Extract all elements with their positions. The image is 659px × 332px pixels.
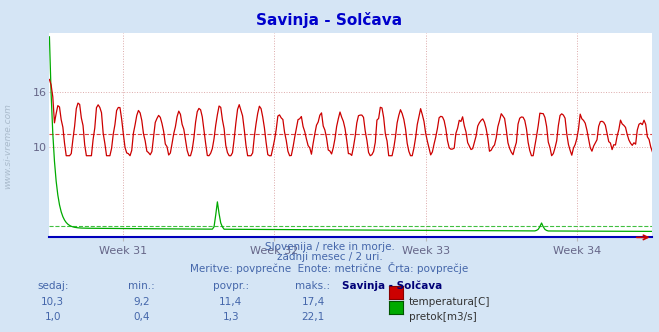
Text: 17,4: 17,4: [301, 297, 325, 307]
Text: 1,0: 1,0: [44, 312, 61, 322]
Text: 22,1: 22,1: [301, 312, 325, 322]
Text: maks.:: maks.:: [295, 281, 331, 290]
Text: 1,3: 1,3: [222, 312, 239, 322]
Text: pretok[m3/s]: pretok[m3/s]: [409, 312, 476, 322]
Text: 0,4: 0,4: [133, 312, 150, 322]
Text: Savinja - Solčava: Savinja - Solčava: [342, 281, 442, 291]
Text: 10,3: 10,3: [41, 297, 65, 307]
Text: zadnji mesec / 2 uri.: zadnji mesec / 2 uri.: [277, 252, 382, 262]
Text: Savinja - Solčava: Savinja - Solčava: [256, 12, 403, 28]
Text: min.:: min.:: [129, 281, 155, 290]
Text: 11,4: 11,4: [219, 297, 243, 307]
Text: 9,2: 9,2: [133, 297, 150, 307]
Text: Meritve: povprečne  Enote: metrične  Črta: povprečje: Meritve: povprečne Enote: metrične Črta:…: [190, 262, 469, 274]
Text: temperatura[C]: temperatura[C]: [409, 297, 490, 307]
Text: povpr.:: povpr.:: [213, 281, 248, 290]
Text: sedaj:: sedaj:: [37, 281, 69, 290]
Text: www.si-vreme.com: www.si-vreme.com: [3, 103, 13, 189]
Text: Slovenija / reke in morje.: Slovenija / reke in morje.: [264, 242, 395, 252]
